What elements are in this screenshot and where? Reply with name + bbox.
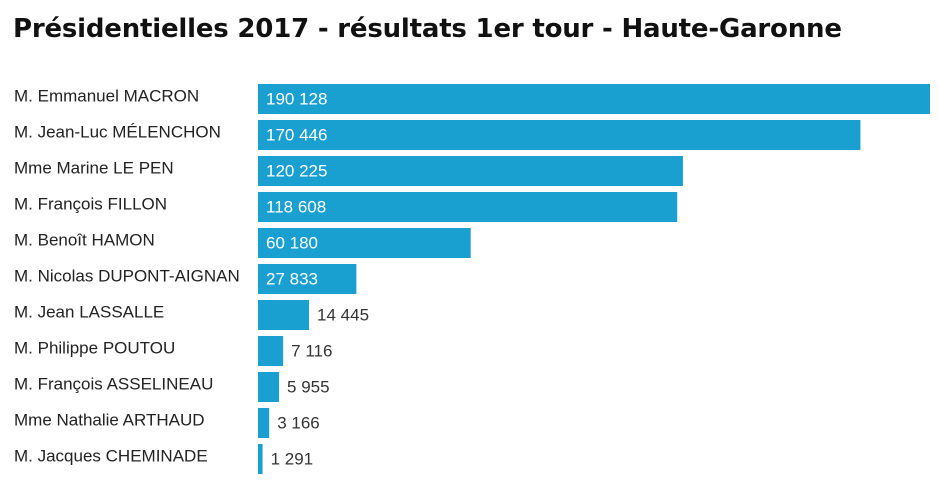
value-label: 14 445 [317, 305, 369, 324]
category-label: M. Emmanuel MACRON [14, 86, 199, 105]
value-label: 1 291 [271, 449, 314, 468]
category-label: M. Philippe POUTOU [14, 338, 175, 357]
category-label: Mme Marine LE PEN [14, 158, 174, 177]
category-label: M. François ASSELINEAU [14, 374, 213, 393]
value-label: 27 833 [266, 269, 318, 288]
bar [258, 372, 280, 402]
bar [258, 156, 683, 186]
value-label: 3 166 [277, 413, 320, 432]
bar [258, 84, 930, 114]
value-label: 190 128 [266, 89, 327, 108]
category-label: M. Benoît HAMON [14, 230, 155, 249]
category-label: M. Jacques CHEMINADE [14, 446, 208, 465]
bar [258, 408, 270, 438]
value-label: 118 608 [266, 197, 326, 216]
value-label: 170 446 [266, 125, 327, 144]
bar [258, 444, 263, 474]
chart-title: Présidentielles 2017 - résultats 1er tou… [13, 14, 842, 44]
category-label: Mme Nathalie ARTHAUD [14, 410, 205, 429]
bar [258, 336, 284, 366]
bar [258, 264, 357, 294]
value-label: 7 116 [291, 341, 332, 360]
bar [258, 300, 310, 330]
category-label: M. Jean LASSALLE [14, 302, 164, 321]
bar [258, 192, 678, 222]
bar [258, 228, 471, 258]
category-label: M. Nicolas DUPONT-AIGNAN [14, 266, 240, 285]
value-label: 5 955 [287, 377, 330, 396]
category-label: M. François FILLON [14, 194, 167, 213]
value-label: 120 225 [266, 161, 327, 180]
value-label: 60 180 [266, 233, 318, 252]
bar [258, 120, 861, 150]
category-label: M. Jean-Luc MÉLENCHON [14, 122, 221, 141]
